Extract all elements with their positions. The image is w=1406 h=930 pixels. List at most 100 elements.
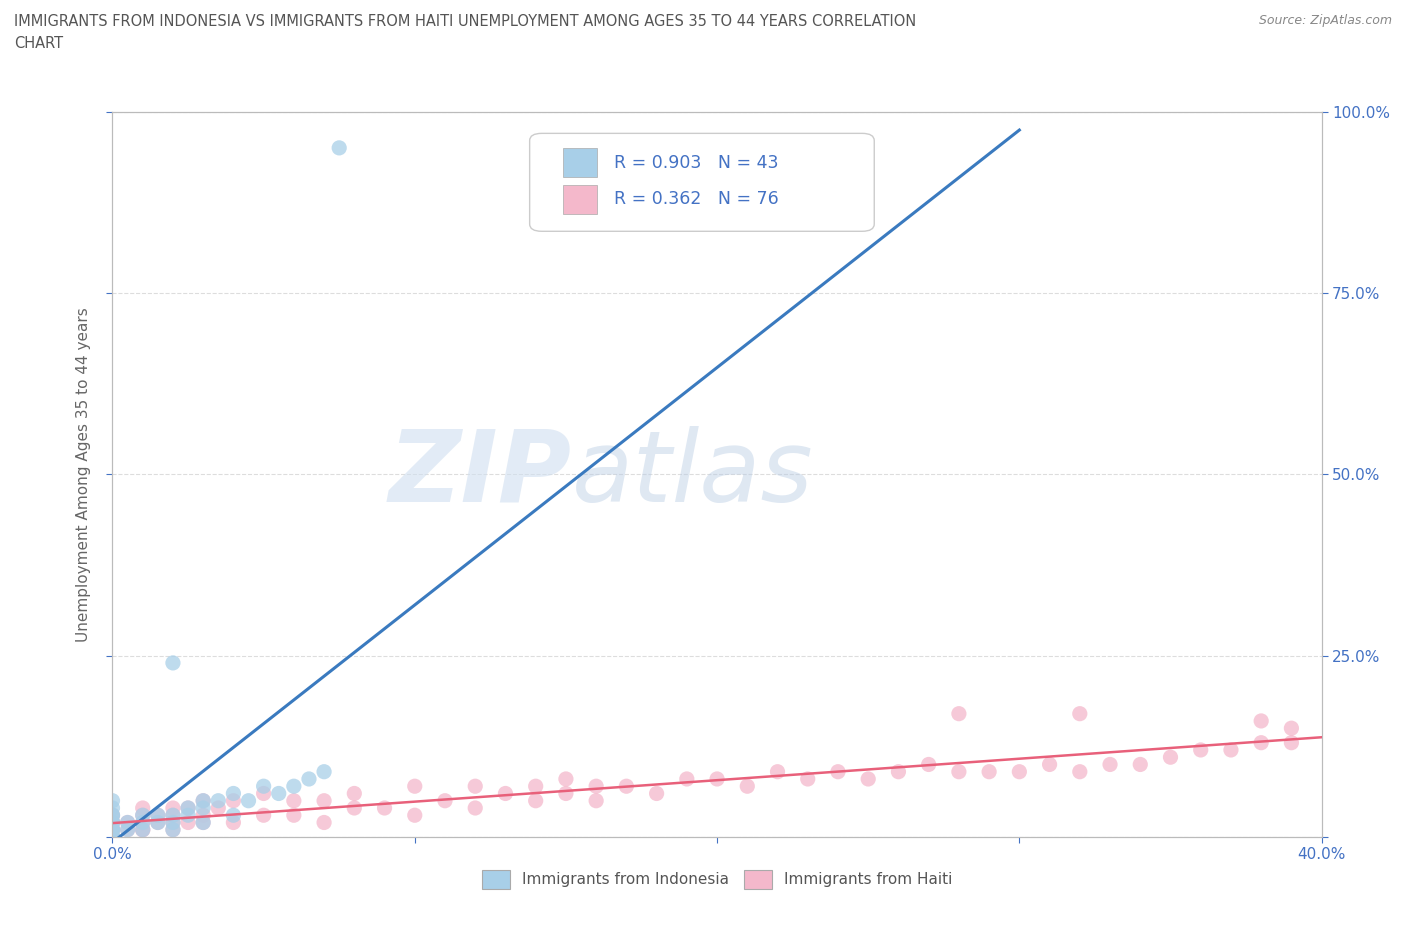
Point xyxy=(101,822,124,837)
Text: R = 0.903   N = 43: R = 0.903 N = 43 xyxy=(614,153,779,172)
Point xyxy=(101,808,124,823)
Point xyxy=(1279,721,1302,736)
Point xyxy=(101,808,124,823)
Point xyxy=(132,822,155,837)
Point xyxy=(177,801,200,816)
Point xyxy=(977,764,1000,779)
Point xyxy=(177,808,200,823)
Point xyxy=(253,786,276,801)
Point xyxy=(524,793,547,808)
Point xyxy=(856,772,880,787)
Point xyxy=(101,815,124,830)
Point xyxy=(162,656,184,671)
Point xyxy=(117,822,139,837)
Point xyxy=(253,778,276,793)
FancyBboxPatch shape xyxy=(530,133,875,232)
Point xyxy=(162,808,184,823)
Point xyxy=(162,822,184,837)
Point xyxy=(191,801,214,816)
Point xyxy=(737,778,759,793)
Point xyxy=(343,801,366,816)
Point xyxy=(191,815,214,830)
Point xyxy=(948,764,970,779)
Point xyxy=(101,822,124,837)
Point xyxy=(433,793,456,808)
Point xyxy=(101,830,124,844)
Point xyxy=(207,793,229,808)
Point xyxy=(314,793,336,808)
Point xyxy=(222,815,245,830)
Point xyxy=(918,757,941,772)
Point xyxy=(132,815,155,830)
Point xyxy=(298,772,321,787)
Bar xyxy=(564,185,598,214)
Point xyxy=(132,801,155,816)
Point xyxy=(524,778,547,793)
Point xyxy=(283,778,305,793)
Point xyxy=(101,815,124,830)
Point xyxy=(1279,736,1302,751)
Point xyxy=(887,764,910,779)
Point xyxy=(146,815,169,830)
Point xyxy=(101,815,124,830)
Point xyxy=(314,764,336,779)
Point xyxy=(554,786,576,801)
Point xyxy=(464,778,486,793)
Point xyxy=(1220,742,1243,757)
Point xyxy=(283,793,305,808)
Point xyxy=(314,815,336,830)
Text: R = 0.362   N = 76: R = 0.362 N = 76 xyxy=(614,191,779,208)
Point xyxy=(645,786,668,801)
Point xyxy=(162,801,184,816)
Point xyxy=(101,830,124,844)
Point xyxy=(132,808,155,823)
Point xyxy=(101,815,124,830)
Point xyxy=(404,778,426,793)
Point xyxy=(162,808,184,823)
Point xyxy=(238,793,260,808)
Point xyxy=(948,706,970,721)
Point xyxy=(146,815,169,830)
Point xyxy=(1069,764,1091,779)
Point xyxy=(1008,764,1031,779)
Point xyxy=(616,778,638,793)
Point xyxy=(343,786,366,801)
Point xyxy=(328,140,350,155)
Point xyxy=(585,793,607,808)
Point xyxy=(101,822,124,837)
Point xyxy=(132,808,155,823)
Point xyxy=(766,764,789,779)
Point xyxy=(706,772,728,787)
Point xyxy=(101,830,124,844)
Point xyxy=(554,772,576,787)
Point xyxy=(191,808,214,823)
Point xyxy=(101,822,124,837)
Point xyxy=(101,793,124,808)
Point xyxy=(101,830,124,844)
Point xyxy=(1189,742,1212,757)
Point xyxy=(1038,757,1062,772)
Point xyxy=(117,815,139,830)
Y-axis label: Unemployment Among Ages 35 to 44 years: Unemployment Among Ages 35 to 44 years xyxy=(76,307,91,642)
Point xyxy=(191,793,214,808)
Point xyxy=(162,815,184,830)
Point xyxy=(495,786,517,801)
Point xyxy=(464,801,486,816)
Point xyxy=(101,830,124,844)
Point xyxy=(827,764,849,779)
Point xyxy=(101,808,124,823)
Point xyxy=(117,815,139,830)
Point xyxy=(1069,706,1091,721)
Text: ZIP: ZIP xyxy=(389,426,572,523)
Point xyxy=(1250,736,1272,751)
Point xyxy=(675,772,697,787)
Point xyxy=(191,815,214,830)
Point xyxy=(283,808,305,823)
Point xyxy=(253,808,276,823)
Point xyxy=(374,801,396,816)
Point xyxy=(101,822,124,837)
Point xyxy=(132,815,155,830)
Point xyxy=(1250,713,1272,728)
Point xyxy=(101,830,124,844)
Point xyxy=(177,801,200,816)
